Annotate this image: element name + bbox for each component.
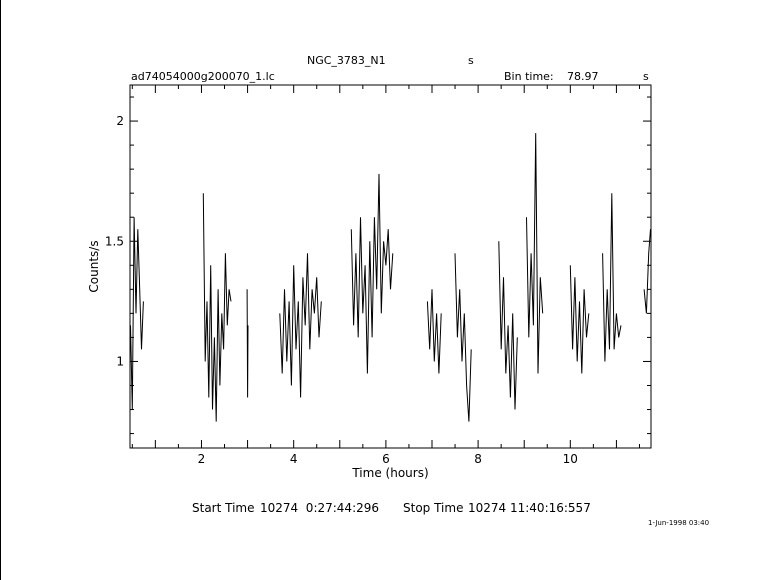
light-curve-segment [202, 193, 232, 422]
x-tick-label: 4 [290, 452, 298, 466]
x-tick-label: 8 [474, 452, 482, 466]
light-curve-segment [526, 133, 544, 374]
file-name: ad74054000g200070_1.lc [131, 70, 275, 83]
start-time-value: 10274 0:27:44:296 [260, 501, 380, 515]
x-tick-label: 2 [198, 452, 206, 466]
date-stamp: 1-Jun-1998 03:40 [648, 519, 710, 527]
tick-labels: 2 4 6 8 10 1 1.5 2 [105, 114, 578, 466]
bin-time-unit: s [643, 70, 649, 83]
x-axis-label: Time (hours) [351, 466, 428, 480]
y-axis-label: Counts/s [87, 240, 101, 292]
data-marks [130, 133, 651, 422]
light-curve-segment [426, 289, 442, 374]
y-tick-label: 1.5 [105, 234, 124, 248]
bin-time-value: 78.97 [567, 70, 599, 83]
object-suffix: s [468, 54, 474, 67]
light-curve-segment [246, 289, 249, 398]
window-border [0, 0, 1, 580]
stop-time-label: Stop Time [403, 501, 464, 515]
stop-time-value: 10274 11:40:16:557 [468, 501, 591, 515]
light-curve-segment [643, 229, 651, 314]
light-curve-segment [350, 173, 394, 374]
start-time-label: Start Time [192, 501, 255, 515]
light-curve-segment [569, 265, 590, 374]
light-curve-segment [454, 253, 472, 422]
light-curve-segment [602, 193, 622, 362]
light-curve-segment [498, 241, 518, 410]
plot-frame [129, 84, 652, 449]
light-curve-segment [279, 253, 322, 398]
axis-ticks [130, 85, 651, 448]
object-name: NGC_3783_N1 [307, 54, 386, 67]
light-curve-segment [130, 217, 144, 410]
y-tick-label: 2 [116, 114, 124, 128]
bin-time-label: Bin time: [504, 70, 554, 83]
y-tick-label: 1 [116, 354, 124, 368]
x-tick-label: 6 [382, 452, 390, 466]
x-tick-label: 10 [563, 452, 578, 466]
